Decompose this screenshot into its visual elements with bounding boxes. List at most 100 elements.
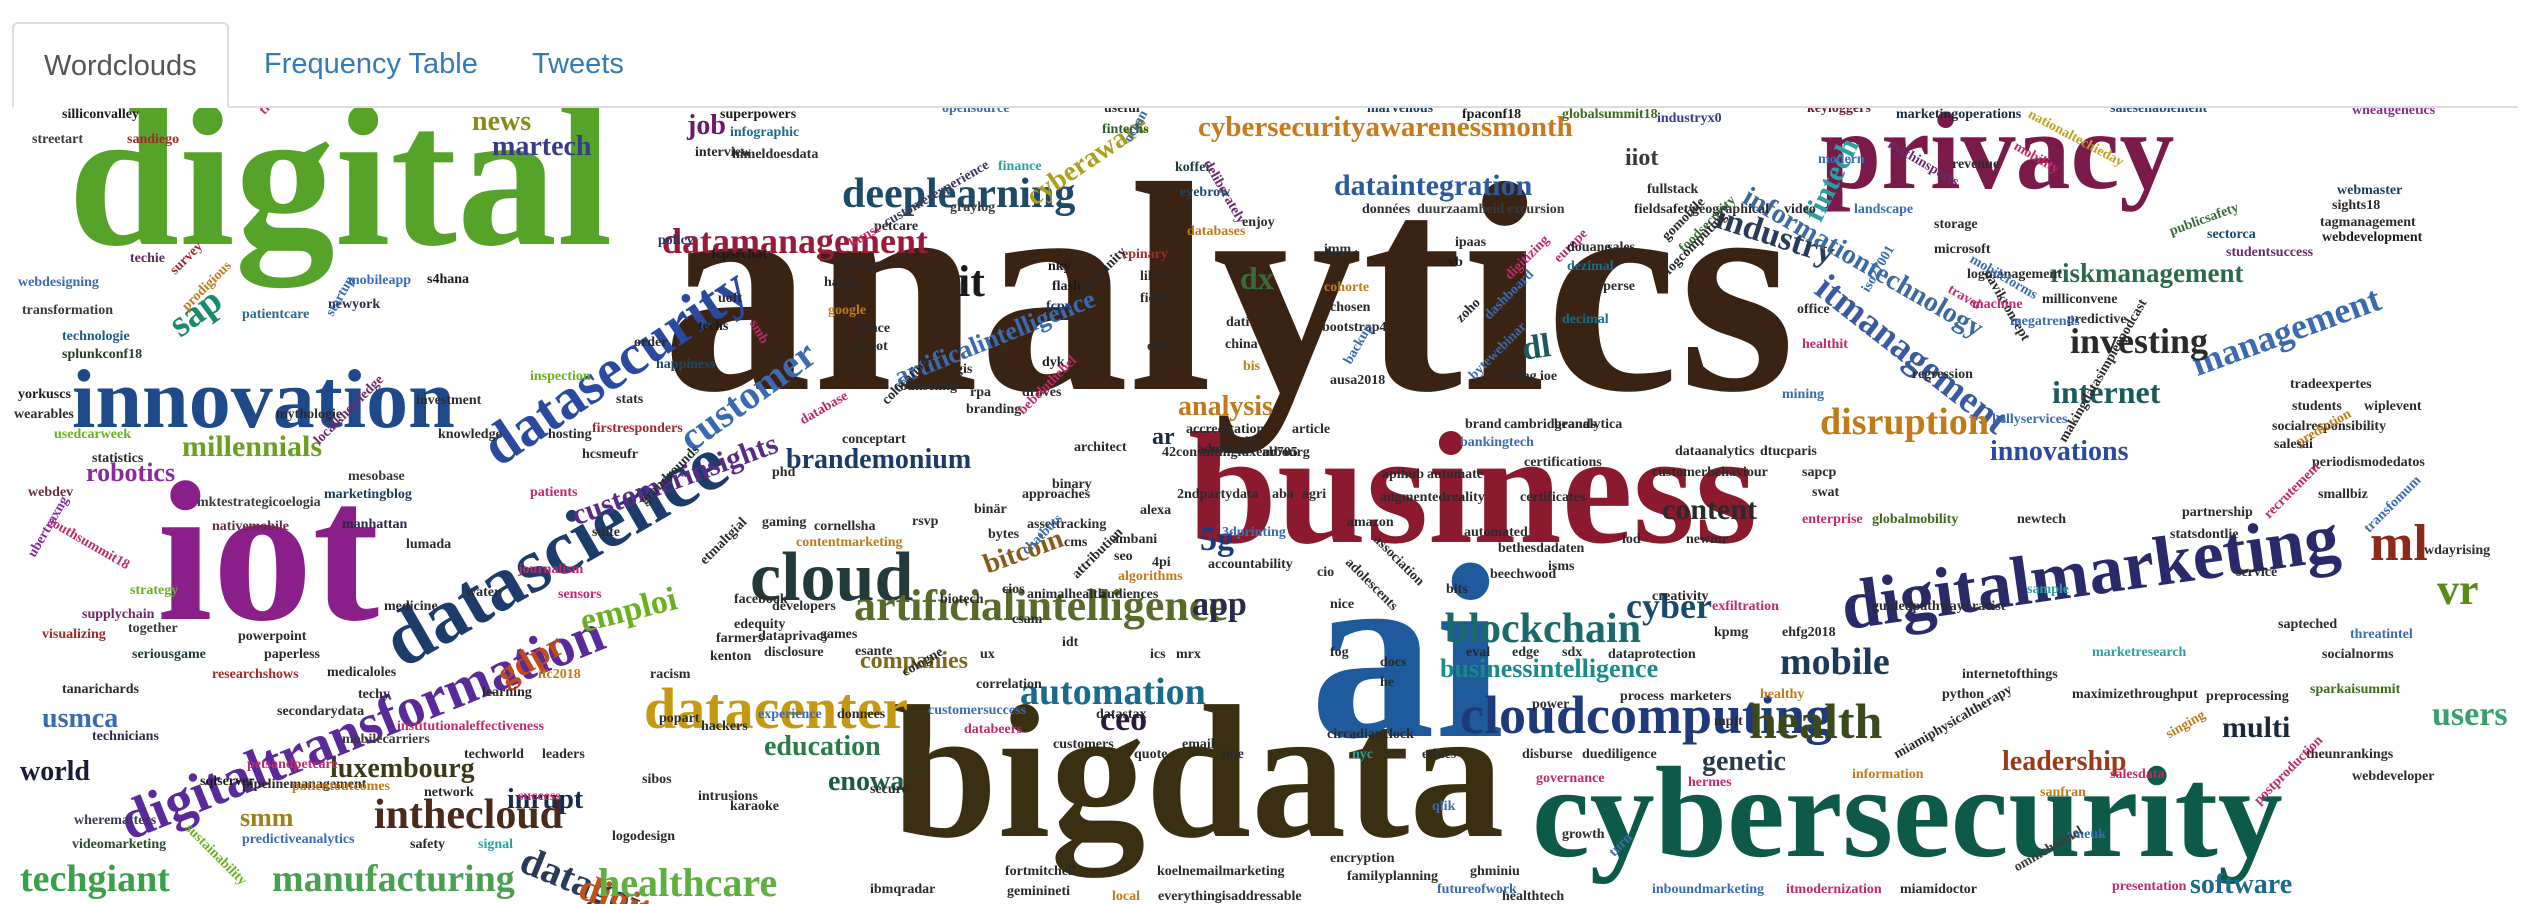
wordcloud-word: technicians bbox=[92, 729, 159, 744]
wordcloud-word: correlation bbox=[976, 677, 1042, 692]
wordcloud-word: newyork bbox=[328, 297, 381, 312]
wordcloud-word: datastax bbox=[1096, 707, 1147, 722]
wordcloud-word: koelnemailmarketing bbox=[1157, 864, 1285, 879]
wordcloud-word: cms bbox=[1064, 535, 1088, 550]
wordcloud-word: supplychain bbox=[82, 607, 155, 622]
wordcloud-word: sparkaisummit bbox=[2310, 682, 2401, 697]
wordcloud-word: exfiltration bbox=[1712, 599, 1779, 614]
wordcloud-word: experience bbox=[758, 707, 822, 722]
wordcloud-word: mrx bbox=[1176, 647, 1201, 662]
wordcloud-word: wdayrising bbox=[2424, 543, 2491, 558]
wordcloud-word: predictive bbox=[2067, 312, 2127, 327]
wordcloud-word: petsandpetcare bbox=[247, 757, 338, 772]
wordcloud-word: dataintegration bbox=[1334, 169, 1533, 202]
wordcloud-word: databeers bbox=[964, 722, 1023, 737]
wordcloud-word: docs bbox=[1380, 655, 1407, 670]
wordcloud-word: bethesdadaten bbox=[1498, 541, 1585, 556]
wordcloud-word: storage bbox=[1934, 217, 1978, 232]
wordcloud-word: presentation bbox=[2112, 879, 2187, 894]
wordcloud-word: racist bbox=[1972, 599, 2006, 614]
wordcloud-word: nky bbox=[1048, 259, 1071, 274]
wordcloud-word: it bbox=[958, 257, 985, 306]
wordcloud-word: leadership bbox=[2002, 746, 2127, 777]
wordcloud-word: intrusions bbox=[698, 789, 758, 804]
wordcloud-word: yorkuscs bbox=[18, 387, 71, 402]
wordcloud-word: privacy bbox=[1820, 108, 2175, 212]
wordcloud-word: racism bbox=[650, 667, 691, 682]
wordcloud-word: petcare bbox=[874, 219, 919, 234]
tab-frequency-table[interactable]: Frequency Table bbox=[264, 48, 478, 80]
wordcloud-word: excursion bbox=[1507, 202, 1565, 217]
wordcloud-word: finance bbox=[998, 159, 1042, 174]
wordcloud-word: nativemobile bbox=[212, 519, 289, 534]
wordcloud-word: nice bbox=[1330, 597, 1355, 612]
wordcloud-word: superpowers bbox=[720, 108, 797, 122]
wordcloud-word: karaoke bbox=[730, 799, 779, 814]
wordcloud-word: ghminiu bbox=[1470, 864, 1520, 879]
wordcloud-word: firstresponders bbox=[592, 421, 683, 436]
wordcloud-word: developers bbox=[772, 599, 836, 614]
wordcloud-word: enowa bbox=[828, 766, 905, 797]
wordcloud-word: streetart bbox=[32, 132, 84, 147]
wordcloud-word: geminineti bbox=[1007, 884, 1070, 899]
wordcloud-word: certifications bbox=[1524, 455, 1602, 470]
wordcloud-word: usedcarweek bbox=[54, 427, 131, 442]
wordcloud-word: fpaconf18 bbox=[1462, 108, 1522, 122]
wordcloud-word: webdeveloper bbox=[2352, 769, 2435, 784]
wordcloud-word: hosting bbox=[548, 427, 592, 442]
wordcloud-word: usmca bbox=[42, 703, 119, 734]
wordcloud-word: sensors bbox=[558, 587, 602, 602]
wordcloud-word: rpa bbox=[970, 385, 991, 400]
wordcloud-word: imm bbox=[1324, 242, 1352, 257]
wordcloud-word: ipexpo bbox=[842, 257, 882, 272]
wordcloud-word: theunrankings bbox=[2306, 747, 2394, 762]
wordcloud-word: stats bbox=[616, 392, 644, 407]
tab-tweets[interactable]: Tweets bbox=[532, 48, 624, 80]
wordcloud-word: rsvp bbox=[912, 514, 939, 529]
wordcloud-word: techie bbox=[130, 251, 165, 266]
wordcloud-word: automate bbox=[1427, 467, 1483, 482]
wordcloud-word: cybersecurity bbox=[1532, 741, 2283, 885]
wordcloud-word: predictiveanalytics bbox=[242, 832, 355, 847]
wordcloud-word: content bbox=[1662, 493, 1757, 526]
wordcloud-word: fcpx bbox=[1046, 299, 1072, 314]
wordcloud-word: hackers bbox=[701, 719, 748, 734]
wordcloud-word: analysis bbox=[1178, 391, 1273, 422]
wordcloud-word: medicine bbox=[384, 599, 438, 614]
wordcloud-word: ar bbox=[1152, 424, 1175, 450]
wordcloud-word: inrupt bbox=[507, 784, 584, 815]
wordcloud-word: edge bbox=[1512, 645, 1540, 660]
wordcloud-word: circadianclock bbox=[1327, 727, 1414, 742]
wordcloud-word: users bbox=[2432, 696, 2508, 733]
wordcloud-word: sanfran bbox=[2040, 785, 2086, 800]
wordcloud-word: logodesign bbox=[612, 829, 676, 844]
wordcloud-word: desert bbox=[1322, 247, 1359, 262]
wordcloud-word: mobileapp bbox=[348, 273, 412, 288]
wordcloud-word: 2ndpartydata bbox=[1177, 487, 1259, 502]
wordcloud-word: dataanalytics bbox=[1675, 444, 1755, 459]
wordcloud-word: himeldoesdata bbox=[732, 147, 819, 162]
wordcloud-word: inboundmarketing bbox=[1652, 882, 1765, 897]
tab-wordclouds[interactable]: Wordclouds bbox=[12, 22, 229, 108]
wordcloud-word: dataprivacy bbox=[758, 629, 830, 644]
wordcloud-word: ml bbox=[2370, 515, 2428, 572]
wordcloud-word: mobilecarriers bbox=[342, 732, 430, 747]
wordcloud-word: patientcare bbox=[242, 307, 310, 322]
wordcloud-word: tradeexpertes bbox=[2290, 377, 2372, 392]
wordcloud-word: cloudcomputing bbox=[1460, 685, 1833, 745]
wordcloud-word: isms bbox=[1548, 559, 1575, 574]
wordcloud-word: icpsrchat bbox=[712, 247, 767, 262]
wordcloud-word: governance bbox=[1536, 771, 1605, 786]
wordcloud-word: bankingtech bbox=[1460, 435, 1534, 450]
wordcloud-word: email bbox=[1182, 737, 1215, 752]
wordcloud-word: enjoy bbox=[1242, 215, 1275, 230]
wordcloud-word: familyplanning bbox=[1347, 869, 1439, 884]
wordcloud-word: socialresponsibility bbox=[2272, 419, 2387, 434]
wordcloud-word: itc2018 bbox=[538, 667, 581, 682]
wordcloud-word: sectorca bbox=[2207, 227, 2256, 242]
wordcloud-word: techworld bbox=[464, 747, 524, 762]
wordcloud-word: ai bbox=[1310, 514, 1505, 791]
wordcloud-word: logmanagement bbox=[1967, 267, 2062, 282]
wordcloud-word: cio bbox=[1317, 565, 1335, 580]
wordcloud-word: augmentedreality bbox=[1380, 490, 1485, 505]
